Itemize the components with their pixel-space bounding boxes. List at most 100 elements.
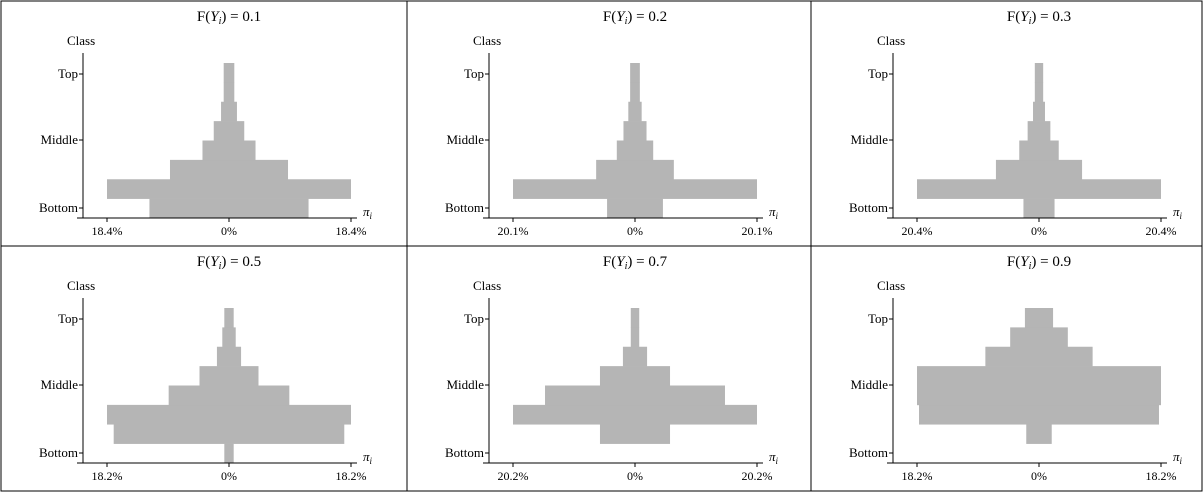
bar-class-band-5 xyxy=(1027,121,1051,141)
x-tick-label: 0% xyxy=(221,224,237,238)
x-axis-label: πi xyxy=(363,204,373,221)
x-tick-label: 0% xyxy=(1031,224,1047,238)
x-axis-label: πi xyxy=(1173,449,1183,466)
chart-title: F(Yi) = 0.9 xyxy=(1007,254,1071,272)
bar-class-band-6 xyxy=(985,346,1093,367)
x-tick-label: 0% xyxy=(627,224,643,238)
bar-class-band-5 xyxy=(199,366,259,386)
bar-class-band-6 xyxy=(1033,101,1045,122)
chart-panel-6: F(Yi) = 0.9 Class Top Middle Bottom 18.2% 0% 18… xyxy=(849,254,1183,483)
bar-class-band-1 xyxy=(607,198,663,219)
chart-panel-2: F(Yi) = 0.2 Class Top Middle Bottom 20.1% 0% 20… xyxy=(445,9,779,238)
bar-class-band-1 xyxy=(1023,198,1055,219)
y-tick-label: Top xyxy=(58,66,78,81)
y-tick-label: Bottom xyxy=(445,445,484,460)
x-tick-label: 18.2% xyxy=(336,469,367,483)
x-tick-label: 0% xyxy=(627,469,643,483)
bar-class-band-3 xyxy=(107,404,351,425)
x-tick-label: 18.2% xyxy=(902,469,933,483)
y-axis-label: Class xyxy=(473,33,501,48)
bar-class-band-2 xyxy=(113,424,345,444)
chart-title: F(Yi) = 0.3 xyxy=(1007,9,1071,27)
x-tick-label: 0% xyxy=(1031,469,1047,483)
y-tick-label: Middle xyxy=(40,132,78,147)
x-tick-label: 20.4% xyxy=(902,224,933,238)
x-tick-label: 20.2% xyxy=(498,469,529,483)
bar-class-band-7 xyxy=(630,82,640,103)
chart-title: F(Yi) = 0.2 xyxy=(603,9,667,27)
y-tick-label: Bottom xyxy=(445,200,484,215)
bar-class-band-4 xyxy=(616,140,654,161)
bar-class-band-7 xyxy=(1010,327,1068,348)
y-tick-label: Middle xyxy=(446,377,484,392)
x-tick-label: 18.4% xyxy=(336,224,367,238)
y-tick-label: Top xyxy=(868,311,888,326)
x-axis-label: πi xyxy=(769,204,779,221)
y-tick-label: Middle xyxy=(850,132,888,147)
bar-class-band-8 xyxy=(223,63,235,83)
bar-class-band-4 xyxy=(1019,140,1059,161)
bar-class-band-4 xyxy=(545,385,725,406)
y-tick-label: Middle xyxy=(446,132,484,147)
bar-class-band-2 xyxy=(1026,424,1052,444)
x-tick-label: 20.4% xyxy=(1146,224,1177,238)
bar-class-band-7 xyxy=(223,82,235,103)
bar-class-band-1 xyxy=(224,443,234,464)
bar-class-band-3 xyxy=(919,404,1159,425)
y-axis-label: Class xyxy=(877,33,905,48)
y-axis-label: Class xyxy=(67,278,95,293)
bar-class-band-3 xyxy=(513,404,757,425)
x-axis-label: πi xyxy=(1173,204,1183,221)
bar-class-band-4 xyxy=(168,385,290,406)
bar-class-band-8 xyxy=(630,308,640,328)
chart-title: F(Yi) = 0.7 xyxy=(603,254,668,272)
bar-class-band-2 xyxy=(599,424,671,444)
bar-class-band-8 xyxy=(1024,308,1054,328)
x-tick-label: 20.1% xyxy=(498,224,529,238)
y-tick-label: Bottom xyxy=(39,445,78,460)
bar-class-band-7 xyxy=(630,327,640,348)
y-axis-label: Class xyxy=(67,33,95,48)
y-tick-label: Bottom xyxy=(39,200,78,215)
bar-class-band-7 xyxy=(222,327,236,348)
y-tick-label: Bottom xyxy=(849,200,888,215)
chart-panel-3: F(Yi) = 0.3 Class Top Middle Bottom 20.4% 0% 20… xyxy=(849,9,1183,238)
x-axis-label: πi xyxy=(363,449,373,466)
bar-class-band-3 xyxy=(169,159,289,180)
y-axis-label: Class xyxy=(473,278,501,293)
y-tick-label: Bottom xyxy=(849,445,888,460)
y-tick-label: Top xyxy=(868,66,888,81)
x-axis-label: πi xyxy=(769,449,779,466)
y-tick-label: Middle xyxy=(850,377,888,392)
bar-class-band-5 xyxy=(213,121,245,141)
bar-class-band-7 xyxy=(1034,82,1044,103)
x-tick-label: 20.2% xyxy=(742,469,773,483)
y-axis-label: Class xyxy=(877,278,905,293)
chart-title: F(Yi) = 0.1 xyxy=(197,9,261,27)
bar-class-band-2 xyxy=(917,179,1161,199)
bar-class-band-6 xyxy=(221,101,237,122)
bar-class-band-5 xyxy=(599,366,671,386)
bar-class-band-5 xyxy=(623,121,647,141)
x-tick-label: 20.1% xyxy=(742,224,773,238)
x-tick-label: 18.2% xyxy=(92,469,123,483)
chart-title: F(Yi) = 0.5 xyxy=(197,254,261,272)
bar-class-band-4 xyxy=(917,385,1161,406)
bar-class-band-8 xyxy=(1034,63,1044,83)
bar-class-band-6 xyxy=(216,346,242,367)
bar-class-band-8 xyxy=(224,308,234,328)
x-tick-label: 18.2% xyxy=(1146,469,1177,483)
chart-panel-1: F(Yi) = 0.1 Class Top Middle Bottom 18.4% 0% 18… xyxy=(39,9,373,238)
chart-panel-5: F(Yi) = 0.7 Class Top Middle Bottom 20.2% 0% 20… xyxy=(445,254,779,483)
bar-class-band-6 xyxy=(622,346,648,367)
bar-class-band-6 xyxy=(628,101,642,122)
bar-class-band-3 xyxy=(596,159,674,180)
x-tick-label: 18.4% xyxy=(92,224,123,238)
bar-class-band-5 xyxy=(917,366,1161,386)
y-tick-label: Top xyxy=(464,66,484,81)
bar-class-band-2 xyxy=(513,179,757,199)
y-tick-label: Top xyxy=(58,311,78,326)
x-tick-label: 0% xyxy=(221,469,237,483)
chart-panel-4: F(Yi) = 0.5 Class Top Middle Bottom 18.2% 0% 18… xyxy=(39,254,373,483)
